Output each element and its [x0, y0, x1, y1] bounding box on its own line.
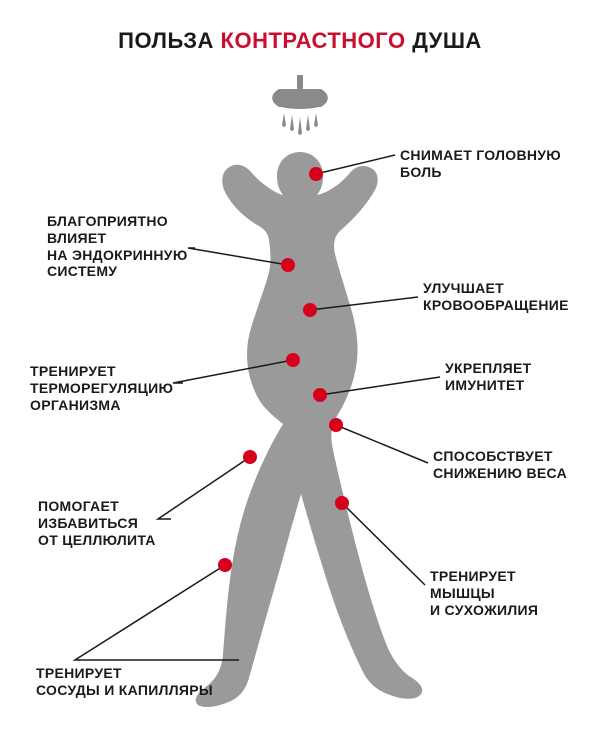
label-cellulite: ПОМОГАЕТИЗБАВИТЬСЯОТ ЦЕЛЛЮЛИТА: [38, 498, 168, 548]
label-endocrine: БЛАГОПРИЯТНОВЛИЯЕТНА ЭНДОКРИННУЮСИСТЕМУ: [47, 213, 192, 280]
body-silhouette: [165, 148, 435, 708]
dot-endocrine: [281, 258, 295, 272]
dot-vessels: [218, 558, 232, 572]
dot-muscles: [335, 496, 349, 510]
dot-headache: [309, 167, 323, 181]
dot-cellulite: [243, 450, 257, 464]
label-weight: СПОСОБСТВУЕТСНИЖЕНИЮ ВЕСА: [433, 448, 588, 482]
dot-circulation: [303, 303, 317, 317]
label-headache: СНИМАЕТ ГОЛОВНУЮ БОЛЬ: [400, 147, 590, 181]
dot-thermoreg: [286, 353, 300, 367]
label-circulation: УЛУЧШАЕТКРОВООБРАЩЕНИЕ: [423, 280, 593, 314]
dot-immunity: [313, 388, 327, 402]
label-vessels: ТРЕНИРУЕТСОСУДЫ И КАПИЛЛЯРЫ: [36, 665, 236, 699]
dot-weight: [329, 418, 343, 432]
label-thermoreg: ТРЕНИРУЕТТЕРМОРЕГУЛЯЦИЮОРГАНИЗМА: [30, 363, 180, 413]
label-muscles: ТРЕНИРУЕТМЫШЦЫИ СУХОЖИЛИЯ: [430, 568, 580, 618]
label-immunity: УКРЕПЛЯЕТИМУНИТЕТ: [445, 360, 585, 394]
shower-icon: [271, 75, 329, 145]
diagram-canvas: СНИМАЕТ ГОЛОВНУЮ БОЛЬ БЛАГОПРИЯТНОВЛИЯЕТН…: [0, 0, 600, 747]
